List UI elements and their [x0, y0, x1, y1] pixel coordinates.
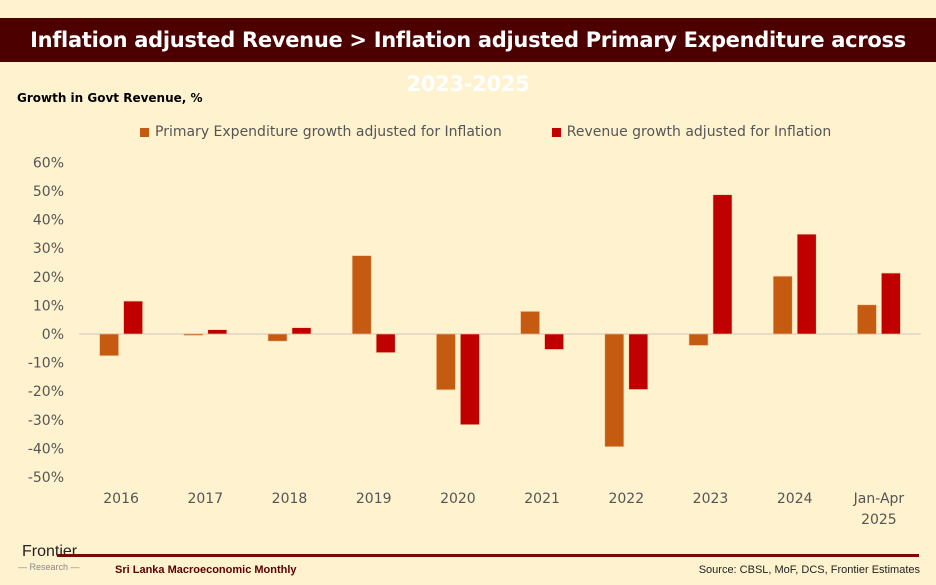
y-tick-label: -40%	[28, 441, 64, 457]
bar-revenue	[628, 333, 649, 390]
bar-expenditure	[520, 311, 540, 335]
x-tick-label: 2016	[103, 491, 139, 507]
y-tick-label: 60%	[33, 155, 64, 171]
bar-revenue	[291, 327, 312, 335]
y-axis-label: Growth in Govt Revenue, %	[17, 91, 203, 105]
y-tick-label: 30%	[33, 241, 64, 257]
x-tick-label: 2022	[608, 491, 644, 507]
bar-revenue	[207, 329, 228, 335]
bar-revenue	[712, 194, 733, 335]
bar-expenditure	[604, 333, 625, 447]
x-tick-label: 2021	[524, 491, 560, 507]
x-tick-label: 2019	[356, 491, 392, 507]
source-note: Source: CBSL, MoF, DCS, Frontier Estimat…	[698, 564, 920, 576]
y-tick-label: -10%	[28, 356, 64, 372]
bar-expenditure	[99, 333, 119, 357]
bar-revenue	[375, 333, 396, 353]
legend-swatch-expenditure	[140, 127, 149, 137]
y-tick-label: 0%	[42, 327, 64, 343]
bar-expenditure	[351, 255, 372, 335]
y-tick-label: -50%	[28, 470, 64, 486]
bar-expenditure	[772, 275, 793, 335]
footer-divider	[57, 554, 919, 557]
legend-item-revenue: Revenue growth adjusted for Inflation	[551, 124, 832, 140]
legend-swatch-revenue	[551, 127, 561, 137]
legend-label-revenue: Revenue growth adjusted for Inflation	[566, 124, 832, 140]
frontier-logo-sub: — Research —	[18, 562, 80, 572]
x-tick-label: 2018	[272, 491, 308, 507]
x-tick-label: 2020	[440, 491, 476, 507]
bar-revenue	[460, 333, 480, 425]
y-tick-label: -30%	[28, 413, 64, 429]
bar-expenditure	[267, 333, 288, 342]
frontier-logo: Frontier	[22, 543, 78, 560]
y-tick-label: 10%	[33, 298, 64, 314]
bar-expenditure	[183, 333, 204, 336]
y-tick-label: 20%	[33, 270, 64, 286]
x-tick-label: 2024	[777, 491, 813, 507]
x-tick-label: 2017	[187, 491, 223, 507]
x-tick-label: 2023	[693, 491, 729, 507]
chart-title-bar: Inflation adjusted Revenue > Inflation a…	[0, 18, 936, 96]
bar-expenditure	[857, 304, 877, 335]
bar-revenue	[123, 300, 143, 335]
x-tick-label: Jan-Apr 2025	[853, 491, 905, 528]
legend: Primary Expenditure growth adjusted for …	[140, 124, 831, 140]
y-tick-label: 50%	[33, 184, 64, 200]
legend-item-expenditure: Primary Expenditure growth adjusted for …	[140, 124, 502, 140]
bar-revenue	[881, 272, 901, 335]
y-tick-label: -20%	[28, 384, 64, 400]
y-tick-label: 40%	[33, 213, 64, 229]
bar-expenditure	[688, 333, 709, 346]
publication-name: Sri Lanka Macroeconomic Monthly	[115, 564, 297, 576]
bar-expenditure	[436, 333, 456, 391]
bar-revenue	[796, 233, 817, 335]
bar-revenue	[544, 333, 564, 350]
legend-label-expenditure: Primary Expenditure growth adjusted for …	[155, 124, 502, 140]
